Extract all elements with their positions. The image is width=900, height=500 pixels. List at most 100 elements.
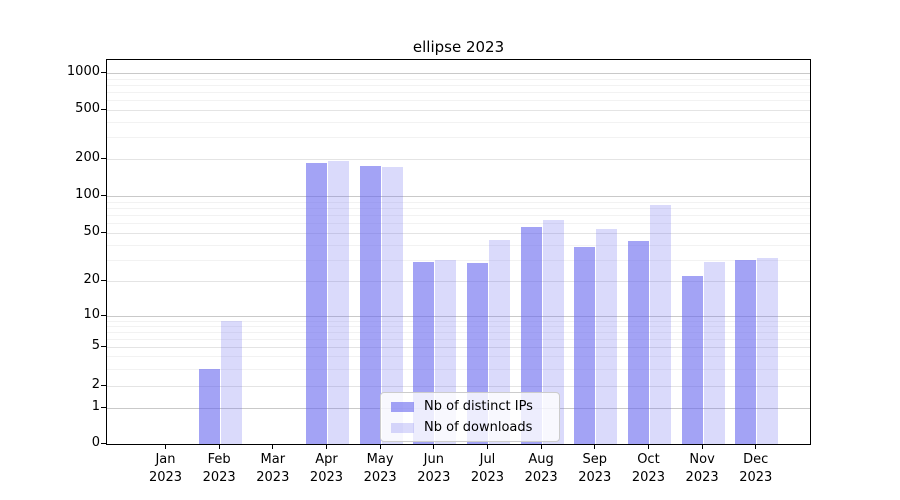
gridline-labeled-minor <box>107 386 810 387</box>
gridline-minor <box>107 244 810 246</box>
y-tick-mark <box>101 314 106 316</box>
y-tick-label: 1 <box>91 399 100 414</box>
x-tick-month: Jun <box>423 452 444 467</box>
x-tick-year: 2023 <box>363 469 397 485</box>
x-tick-year: 2023 <box>470 469 504 485</box>
legend: Nb of distinct IPs Nb of downloads <box>380 392 560 442</box>
y-tick-label: 2 <box>91 377 100 392</box>
plot-area <box>106 59 811 445</box>
legend-swatch-downloads-icon <box>391 422 414 433</box>
y-tick-label: 50 <box>83 224 100 239</box>
x-tick-month: Nov <box>689 452 715 467</box>
x-tick-year: 2023 <box>417 469 451 485</box>
x-tick-month: Aug <box>528 452 554 467</box>
gridline-minor <box>107 356 810 358</box>
y-tick-mark <box>101 108 106 110</box>
bar-distinct-ips <box>681 276 703 444</box>
gridline-labeled-minor <box>107 281 810 282</box>
gridline-minor <box>107 223 810 225</box>
x-tick-label: Dec 2023 <box>724 451 788 486</box>
bar-distinct-ips <box>198 368 220 444</box>
y-tick-mark <box>101 279 106 281</box>
gridline-major <box>107 316 810 317</box>
x-tick-mark <box>433 444 435 449</box>
x-tick-label: Jan 2023 <box>134 451 198 486</box>
bar-downloads <box>327 160 349 444</box>
gridline-minor <box>107 325 810 327</box>
x-tick-year: 2023 <box>256 469 290 485</box>
x-tick-label: Jun 2023 <box>402 451 466 486</box>
y-tick-mark <box>101 231 106 233</box>
bar-downloads <box>596 228 618 444</box>
gridline-major <box>107 196 810 197</box>
x-tick-year: 2023 <box>631 469 665 485</box>
gridline-minor <box>107 338 810 340</box>
bar-distinct-ips <box>735 259 757 444</box>
x-tick-month: Dec <box>743 452 769 467</box>
gridline-labeled-minor <box>107 347 810 348</box>
bar-distinct-ips <box>305 163 327 444</box>
x-tick-year: 2023 <box>739 469 773 485</box>
y-tick-label: 0 <box>91 435 100 450</box>
gridline-minor <box>107 207 810 209</box>
x-tick-label: Oct 2023 <box>616 451 680 486</box>
gridline-labeled-minor <box>107 110 810 111</box>
y-tick-mark <box>101 442 106 444</box>
bar-downloads <box>757 258 779 444</box>
x-tick-month: Apr <box>315 452 338 467</box>
x-tick-label: Mar 2023 <box>241 451 305 486</box>
x-tick-month: Feb <box>207 452 231 467</box>
x-tick-mark <box>647 444 650 449</box>
y-tick-mark <box>101 406 106 408</box>
x-tick-year: 2023 <box>578 469 612 485</box>
gridline-minor <box>107 331 810 333</box>
gridline-minor <box>107 259 810 261</box>
x-tick-year: 2023 <box>309 469 344 485</box>
bar-downloads <box>649 204 671 444</box>
x-tick-mark <box>325 444 328 449</box>
legend-label-distinct-ips: Nb of distinct IPs <box>424 399 533 414</box>
x-tick-year: 2023 <box>202 469 236 485</box>
gridline-minor <box>107 121 810 123</box>
legend-label-downloads: Nb of downloads <box>424 420 533 435</box>
x-tick-mark <box>218 444 220 449</box>
bar-downloads <box>542 219 564 444</box>
y-tick-mark <box>101 384 106 386</box>
gridline-minor <box>107 92 810 94</box>
gridline-minor <box>107 215 810 217</box>
legend-item-downloads: Nb of downloads <box>391 420 549 435</box>
x-tick-year: 2023 <box>685 469 719 485</box>
y-tick-label: 200 <box>75 150 100 165</box>
y-tick-mark <box>101 194 106 196</box>
x-tick-year: 2023 <box>524 469 558 485</box>
y-tick-mark <box>101 71 106 73</box>
y-tick-mark <box>101 345 106 347</box>
x-tick-month: Jan <box>155 452 176 467</box>
x-tick-mark <box>540 444 542 449</box>
bar-downloads <box>220 320 242 444</box>
bar-distinct-ips <box>574 247 596 444</box>
gridline-minor <box>107 137 810 139</box>
gridline-major <box>107 73 810 74</box>
bar-distinct-ips <box>520 226 542 444</box>
y-tick-label: 100 <box>75 187 100 202</box>
bar-downloads <box>703 261 725 444</box>
gridline-minor <box>107 320 810 322</box>
gridline-minor <box>107 100 810 102</box>
x-tick-mark <box>379 444 381 449</box>
legend-item-distinct-ips: Nb of distinct IPs <box>391 399 549 414</box>
gridline-minor <box>107 368 810 370</box>
y-tick-mark <box>101 157 106 159</box>
bar-distinct-ips <box>627 240 649 444</box>
gridline-minor <box>107 78 810 80</box>
x-tick-mark <box>755 444 757 449</box>
x-tick-month: Jul <box>479 452 496 467</box>
x-tick-mark <box>486 444 489 449</box>
x-tick-month: Sep <box>582 452 608 467</box>
y-tick-label: 5 <box>91 338 100 353</box>
x-tick-label: Feb 2023 <box>187 451 251 486</box>
x-tick-label: Nov 2023 <box>670 451 734 486</box>
y-tick-label: 1000 <box>66 64 100 79</box>
x-tick-year: 2023 <box>148 469 183 485</box>
